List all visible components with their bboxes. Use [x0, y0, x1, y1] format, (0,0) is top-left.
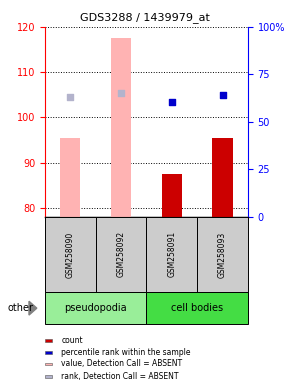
Bar [111, 38, 131, 217]
Bar [197, 217, 248, 292]
Text: percentile rank within the sample: percentile rank within the sample [61, 348, 191, 357]
Text: pseudopodia: pseudopodia [64, 303, 127, 313]
Bar [162, 174, 182, 217]
Bar [45, 217, 96, 292]
Point [68, 94, 72, 100]
Text: GSM258093: GSM258093 [218, 231, 227, 278]
Bar [45, 375, 52, 377]
Text: cell bodies: cell bodies [171, 303, 223, 313]
Bar [45, 339, 52, 342]
Text: count: count [61, 336, 83, 345]
Bar [212, 138, 233, 217]
Text: rank, Detection Call = ABSENT: rank, Detection Call = ABSENT [61, 372, 179, 381]
Bar [146, 292, 248, 324]
Text: GSM258091: GSM258091 [167, 231, 176, 278]
Text: GDS3288 / 1439979_at: GDS3288 / 1439979_at [80, 12, 210, 23]
Point [119, 89, 124, 96]
Text: GSM258090: GSM258090 [66, 231, 75, 278]
Point [220, 92, 225, 98]
Text: GSM258092: GSM258092 [117, 231, 126, 278]
Bar [45, 351, 52, 354]
Text: other: other [7, 303, 33, 313]
Bar [45, 362, 52, 365]
Point [169, 98, 174, 104]
Bar [45, 292, 146, 324]
Bar [146, 217, 197, 292]
Text: value, Detection Call = ABSENT: value, Detection Call = ABSENT [61, 359, 182, 368]
Bar [60, 138, 81, 217]
Bar [96, 217, 146, 292]
